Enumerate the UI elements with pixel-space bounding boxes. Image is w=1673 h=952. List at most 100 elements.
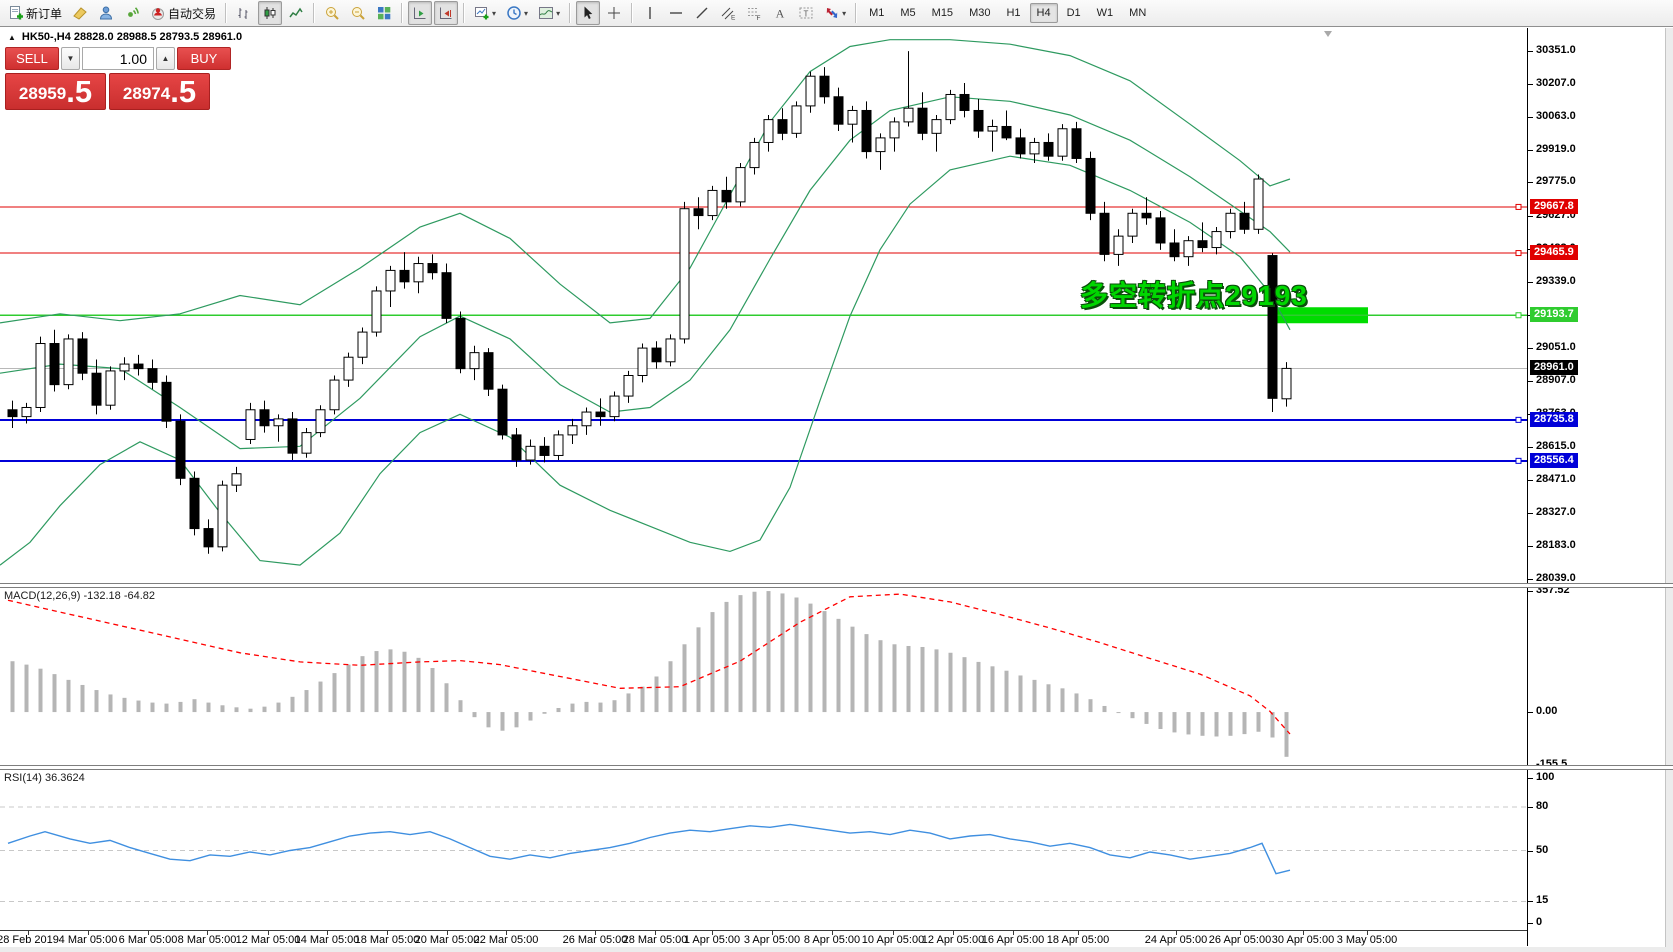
candle-body [7, 409, 18, 418]
candlestick-button[interactable] [258, 1, 283, 25]
fibonacci-button[interactable]: F [742, 1, 766, 25]
chart-shift-button[interactable] [434, 1, 459, 25]
macd-histogram-bar [416, 657, 421, 713]
cursor-button[interactable] [576, 1, 601, 25]
candle-body [721, 189, 732, 203]
volume-decrement-button[interactable]: ▼ [61, 47, 80, 70]
time-tick [655, 931, 656, 935]
time-axis-label: 1 Apr 05:00 [683, 934, 741, 946]
annotation-text[interactable]: 多空转折点29193 [1080, 280, 1308, 311]
indicators-button[interactable]: ▾ [470, 1, 500, 25]
pane-separator[interactable] [0, 583, 1673, 588]
autotrading-button[interactable]: 自动交易 [146, 1, 220, 25]
time-axis-label: 18 Mar 05:00 [354, 934, 420, 946]
candle-body [819, 75, 830, 98]
macd-histogram-bar [570, 703, 575, 713]
candle-body [931, 119, 942, 134]
candle-body [1141, 212, 1152, 219]
price-tick [1528, 447, 1533, 448]
candle-body [161, 381, 172, 422]
auto-scroll-button[interactable] [408, 1, 433, 25]
volume-increment-button[interactable]: ▲ [156, 47, 175, 70]
time-axis-label: 8 Apr 05:00 [803, 934, 861, 946]
label-button[interactable]: T [794, 1, 818, 25]
channel-button[interactable]: E [716, 1, 740, 25]
candle-body [315, 409, 326, 434]
price-tick [1528, 348, 1533, 349]
timeframe-h1-button[interactable]: H1 [1006, 7, 1021, 19]
macd-histogram-bar [1284, 712, 1289, 757]
templates-button[interactable]: ▾ [534, 1, 564, 25]
time-tick [88, 931, 89, 935]
crosshair-button[interactable] [602, 1, 626, 25]
bar-chart-button[interactable] [232, 1, 256, 25]
text-button[interactable]: A [768, 1, 792, 25]
macd-histogram-bar [500, 712, 505, 731]
line-anchor-square[interactable] [1515, 203, 1522, 210]
timeframe-mn-button[interactable]: MN [1129, 7, 1147, 19]
candle-body [1113, 235, 1124, 255]
candle-body [1197, 240, 1208, 249]
timeframe-d1-button[interactable]: D1 [1066, 7, 1081, 19]
signals-button[interactable] [120, 1, 144, 25]
pane-separator[interactable] [0, 765, 1673, 770]
line-anchor-square[interactable] [1515, 250, 1522, 257]
new-order-button[interactable]: 新订单 [4, 1, 66, 25]
macd-pane[interactable] [0, 587, 1527, 768]
bollinger-lower-band [0, 155, 1291, 566]
time-axis-label: 3 May 05:00 [1336, 934, 1398, 946]
arrows-button[interactable]: ▾ [820, 1, 850, 25]
profile-button[interactable] [94, 1, 118, 25]
buy-price[interactable]: 28974.5 [109, 73, 210, 110]
sell-price[interactable]: 28959.5 [5, 73, 106, 110]
collapse-panel-arrow[interactable]: ▲ [8, 32, 16, 42]
time-tick [595, 931, 596, 935]
rsi-label: RSI(14) 36.3624 [4, 772, 85, 784]
sell-button[interactable]: SELL [5, 47, 59, 70]
timeframe-m30-button[interactable]: M30 [969, 7, 991, 19]
chart-shift-marker[interactable] [1324, 31, 1332, 37]
line-anchor-square[interactable] [1515, 416, 1522, 423]
tile-windows-button[interactable] [372, 1, 396, 25]
timeframe-m5-button[interactable]: M5 [900, 7, 916, 19]
horizontal-line-button[interactable] [664, 1, 688, 25]
macd-histogram-bar [822, 611, 827, 713]
time-tick [447, 931, 448, 935]
macd-histogram-bar [38, 668, 43, 713]
timeframe-h4-button[interactable]: H4 [1029, 3, 1058, 23]
vertical-line-button[interactable] [638, 1, 662, 25]
line-chart-button[interactable] [284, 1, 308, 25]
time-axis-label: 16 Apr 05:00 [981, 934, 1045, 946]
time-axis-label: 30 Apr 05:00 [1271, 934, 1335, 946]
zoom-out-button[interactable] [346, 1, 370, 25]
bid-price-tag: 28961.0 [1530, 360, 1578, 375]
bottom-edge [0, 947, 1673, 952]
timeframe-m1-button[interactable]: M1 [869, 7, 885, 19]
vertical-line-icon [642, 5, 658, 21]
timeframe-w1-button[interactable]: W1 [1096, 7, 1114, 19]
candle-body [133, 363, 144, 370]
main-chart-pane[interactable] [0, 28, 1527, 585]
price-axis[interactable]: 30351.0 30207.0 30063.0 29919.0 29775.0 29627… [1527, 28, 1673, 946]
candle-body [1057, 128, 1068, 157]
periods-button[interactable]: ▾ [502, 1, 532, 25]
trendline-button[interactable] [690, 1, 714, 25]
macd-histogram-bar [556, 708, 561, 713]
volume-input[interactable] [82, 47, 154, 70]
macd-histogram-bar [934, 649, 939, 713]
time-tick [712, 931, 713, 935]
macd-histogram-bar [1130, 712, 1135, 719]
buy-button[interactable]: BUY [177, 47, 231, 70]
metaeditor-button[interactable] [68, 1, 92, 25]
candle-body [497, 388, 508, 436]
price-tick [1528, 381, 1533, 382]
zoom-in-button[interactable] [320, 1, 344, 25]
time-axis[interactable]: 28 Feb 2019 4 Mar 05:00 6 Mar 05:00 8 Mar 0… [0, 930, 1527, 947]
rsi-pane[interactable] [0, 770, 1527, 930]
line-anchor-square[interactable] [1515, 312, 1522, 319]
macd-histogram-bar [1032, 679, 1037, 713]
macd-histogram-bar [1144, 712, 1149, 724]
line-anchor-square[interactable] [1515, 457, 1522, 464]
timeframe-m15-button[interactable]: M15 [931, 7, 954, 19]
price-tick [1528, 579, 1533, 580]
